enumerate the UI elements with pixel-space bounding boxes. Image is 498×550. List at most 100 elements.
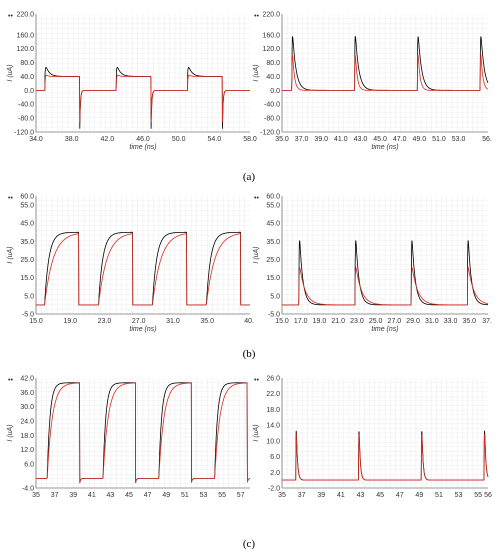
y-tick-label: 14.0 xyxy=(266,423,280,430)
x-tick-label: 55 xyxy=(474,492,482,499)
y-tick-label: 18.0 xyxy=(266,407,280,414)
x-tick-label: 43.0 xyxy=(354,136,368,143)
x-tick-label: 37.0 xyxy=(295,136,309,143)
chart-b-right: 60.055.045.035.025.015.05.0-5.015.0 17.0 1… xyxy=(253,194,492,334)
y-tick-label: -40.0 xyxy=(18,102,34,109)
chart-c-right: 26.0 22.0 18.0 14.0 10.0 6.0 2.0 -2.035 37 39 41 43… xyxy=(253,376,492,500)
y-tick-label: -40.0 xyxy=(264,102,280,109)
y-axis-label: I (uA) xyxy=(253,424,260,441)
panel-marker-icon: •• xyxy=(8,13,13,20)
y-tick-label: -4.0 xyxy=(22,486,34,493)
y-tick-label: 160.0 xyxy=(16,32,34,39)
y-tick-label: 40.0 xyxy=(266,74,280,81)
panels-group: 220.0 160.0 120.0 80.0 40.0 0.0 -40.0 -80.0 -120… xyxy=(7,12,492,500)
x-axis-label: time (ns) xyxy=(129,144,156,151)
y-axis-label: I (uA) xyxy=(253,64,260,81)
y-tick-label: -80.0 xyxy=(18,116,34,123)
y-tick-label: 36.0 xyxy=(20,390,34,397)
y-tick-label: 15.0 xyxy=(266,275,280,282)
x-tick-label: 49 xyxy=(415,492,423,499)
x-tick-label: 39 xyxy=(69,492,77,499)
y-tick-label: -120.0 xyxy=(260,130,280,137)
panel-marker-icon: •• xyxy=(254,377,259,384)
y-tick-label: 55.0 xyxy=(266,203,280,210)
panel-marker-icon: •• xyxy=(8,195,13,202)
y-tick-label: -120.0 xyxy=(14,130,34,137)
x-tick-label: 27.0 xyxy=(132,318,146,325)
y-tick-label: -2.0 xyxy=(268,486,280,493)
y-tick-label: 10.0 xyxy=(266,438,280,445)
x-tick-label: 47 xyxy=(144,492,152,499)
series-line-red xyxy=(282,266,489,306)
y-tick-label: 6.0 xyxy=(24,462,34,469)
x-tick-label: 41.0 xyxy=(334,136,348,143)
panel-marker-icon: •• xyxy=(254,195,259,202)
x-tick-label: 51 xyxy=(181,492,189,499)
x-tick-label: 51.0 xyxy=(432,136,446,143)
x-tick-label: 38.0 xyxy=(65,136,79,143)
x-tick-label: 49 xyxy=(162,492,170,499)
x-tick-label: 41 xyxy=(88,492,96,499)
y-tick-label: 35.0 xyxy=(266,239,280,246)
x-tick-label: 45 xyxy=(125,492,133,499)
x-tick-label: 47.0 xyxy=(393,136,407,143)
x-tick-label: 23.0 xyxy=(98,318,112,325)
x-tick-label: 57 xyxy=(237,492,245,499)
y-tick-label: 220.0 xyxy=(16,12,34,19)
x-axis-label: time (ns) xyxy=(371,144,398,151)
x-tick-label: 35 xyxy=(32,492,40,499)
x-tick-label: 35.0 xyxy=(462,318,476,325)
y-tick-label: -5.0 xyxy=(22,312,34,319)
x-tick-label: 56 xyxy=(484,492,492,499)
y-tick-label: 5.0 xyxy=(270,293,280,300)
x-axis-label: time (ns) xyxy=(371,326,398,333)
x-tick-label: 27.0 xyxy=(388,318,402,325)
x-tick-label: 25.0 xyxy=(369,318,383,325)
series-line-red xyxy=(36,74,250,123)
x-tick-label: 35.0 xyxy=(200,318,214,325)
x-tick-label: 39.0 xyxy=(314,136,328,143)
y-tick-label: 160.0 xyxy=(262,32,280,39)
x-tick-label: 58.0 xyxy=(243,136,257,143)
x-tick-label: 21.0 xyxy=(331,318,345,325)
y-tick-label: 45.0 xyxy=(266,221,280,228)
x-tick-label: 47 xyxy=(396,492,404,499)
x-tick-label: 40. xyxy=(244,318,254,325)
chart-a-left: 220.0 160.0 120.0 80.0 40.0 0.0 -40.0 -80.0 -120… xyxy=(7,12,257,152)
x-tick-label: 45.0 xyxy=(373,136,387,143)
x-tick-label: 29.0 xyxy=(406,318,420,325)
y-tick-label: 42.0 xyxy=(20,376,34,383)
series-line-red xyxy=(282,53,489,91)
x-tick-label: 55 xyxy=(218,492,226,499)
y-tick-label: 26.0 xyxy=(266,376,280,383)
y-tick-label: 220.0 xyxy=(262,12,280,19)
x-tick-label: 51 xyxy=(435,492,443,499)
y-tick-label: 18.0 xyxy=(20,433,34,440)
caption-c: (c) xyxy=(243,538,256,550)
caption-a: (a) xyxy=(243,171,256,183)
y-tick-label: 60.0 xyxy=(266,194,280,201)
y-axis-label: I (uA) xyxy=(7,424,14,441)
y-tick-label: -5.0 xyxy=(268,312,280,319)
y-axis-label: I (uA) xyxy=(253,246,260,263)
x-tick-label: 33.0 xyxy=(444,318,458,325)
x-tick-label: 39 xyxy=(317,492,325,499)
x-tick-label: 50.0 xyxy=(172,136,186,143)
x-tick-label: 34.0 xyxy=(29,136,43,143)
x-tick-label: 37 xyxy=(51,492,59,499)
x-tick-label: 37 xyxy=(298,492,306,499)
y-tick-label: 6.0 xyxy=(270,454,280,461)
y-tick-label: 80.0 xyxy=(20,60,34,67)
series-line-red xyxy=(36,382,251,484)
x-tick-label: 41 xyxy=(337,492,345,499)
y-tick-label: 25.0 xyxy=(20,257,34,264)
y-tick-label: 120.0 xyxy=(16,46,34,53)
y-tick-label: 40.0 xyxy=(20,74,34,81)
y-tick-label: -80.0 xyxy=(264,116,280,123)
x-tick-label: 23.0 xyxy=(350,318,364,325)
x-axis-label: time (ns) xyxy=(129,326,156,333)
x-tick-label: 56. xyxy=(482,136,492,143)
x-tick-label: 53 xyxy=(455,492,463,499)
x-tick-label: 53.0 xyxy=(452,136,466,143)
